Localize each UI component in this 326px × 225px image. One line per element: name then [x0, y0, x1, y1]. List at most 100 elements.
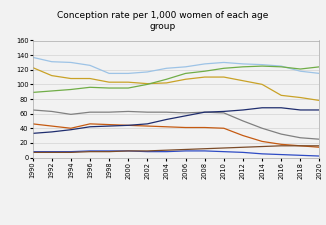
Under 20 — [50, 110, 54, 113]
25 to 29 — [279, 65, 283, 68]
20 to 24 — [298, 96, 302, 99]
Under 20 — [279, 133, 283, 135]
20 to 24 — [165, 81, 169, 84]
20 to 24 — [203, 76, 207, 79]
40 and over — [241, 146, 245, 149]
35 to 39 — [298, 109, 302, 111]
20 to 24 — [260, 83, 264, 86]
Under 20 — [203, 111, 207, 113]
40 and over — [165, 149, 169, 152]
Under 18 — [279, 143, 283, 146]
25 to 29 — [318, 72, 321, 75]
25 to 29 — [165, 67, 169, 70]
25 to 29 — [298, 70, 302, 72]
25 to 29 — [31, 56, 35, 59]
Under 18 — [69, 127, 73, 130]
25 to 29 — [126, 72, 130, 75]
Line: 30 to 34: 30 to 34 — [33, 66, 319, 92]
Under 16 — [107, 150, 111, 152]
Under 20 — [31, 109, 35, 111]
Line: Under 20: Under 20 — [33, 110, 319, 139]
35 to 39 — [107, 125, 111, 127]
Under 18 — [298, 144, 302, 147]
40 and over — [279, 144, 283, 147]
Under 16 — [126, 150, 130, 152]
Under 18 — [318, 146, 321, 149]
35 to 39 — [184, 115, 187, 117]
Under 18 — [260, 140, 264, 143]
Under 20 — [165, 111, 169, 113]
Under 16 — [241, 151, 245, 154]
Under 16 — [184, 150, 187, 152]
35 to 39 — [126, 124, 130, 127]
35 to 39 — [318, 109, 321, 111]
30 to 34 — [31, 91, 35, 94]
Under 16 — [203, 150, 207, 152]
Under 18 — [31, 122, 35, 125]
Under 18 — [241, 134, 245, 137]
20 to 24 — [107, 81, 111, 83]
Under 18 — [126, 124, 130, 127]
Under 20 — [318, 138, 321, 141]
Under 18 — [203, 126, 207, 129]
40 and over — [145, 150, 149, 152]
Under 16 — [318, 155, 321, 157]
20 to 24 — [145, 82, 149, 85]
Under 16 — [298, 154, 302, 157]
20 to 24 — [318, 99, 321, 102]
25 to 29 — [222, 61, 226, 64]
Under 20 — [260, 127, 264, 130]
30 to 34 — [126, 87, 130, 89]
25 to 29 — [260, 63, 264, 66]
30 to 34 — [260, 65, 264, 68]
Under 16 — [279, 153, 283, 156]
Line: Under 16: Under 16 — [33, 151, 319, 156]
25 to 29 — [184, 65, 187, 68]
20 to 24 — [50, 74, 54, 77]
Under 20 — [298, 136, 302, 139]
Under 16 — [145, 150, 149, 153]
40 and over — [69, 151, 73, 154]
40 and over — [298, 144, 302, 147]
Under 18 — [165, 126, 169, 128]
Under 20 — [88, 111, 92, 113]
25 to 29 — [88, 64, 92, 67]
Line: 40 and over: 40 and over — [33, 146, 319, 152]
40 and over — [203, 147, 207, 150]
35 to 39 — [88, 126, 92, 128]
25 to 29 — [203, 63, 207, 65]
Line: 25 to 29: 25 to 29 — [33, 57, 319, 73]
30 to 34 — [69, 88, 73, 91]
20 to 24 — [279, 94, 283, 97]
Under 16 — [69, 150, 73, 153]
20 to 24 — [126, 81, 130, 83]
35 to 39 — [165, 118, 169, 121]
Under 18 — [88, 122, 92, 125]
35 to 39 — [203, 111, 207, 113]
Under 16 — [165, 150, 169, 153]
25 to 29 — [145, 71, 149, 73]
35 to 39 — [260, 106, 264, 109]
40 and over — [107, 150, 111, 153]
Under 16 — [260, 153, 264, 155]
Under 16 — [50, 150, 54, 153]
Under 20 — [145, 111, 149, 113]
30 to 34 — [50, 90, 54, 92]
20 to 24 — [241, 79, 245, 82]
Line: 35 to 39: 35 to 39 — [33, 108, 319, 133]
20 to 24 — [69, 77, 73, 80]
30 to 34 — [298, 68, 302, 70]
Under 16 — [88, 150, 92, 152]
Under 20 — [241, 120, 245, 122]
20 to 24 — [184, 78, 187, 81]
40 and over — [222, 147, 226, 149]
30 to 34 — [203, 70, 207, 72]
30 to 34 — [222, 67, 226, 70]
40 and over — [50, 151, 54, 154]
40 and over — [260, 145, 264, 148]
Under 20 — [184, 112, 187, 114]
35 to 39 — [31, 132, 35, 135]
20 to 24 — [31, 66, 35, 69]
35 to 39 — [222, 110, 226, 113]
Under 18 — [145, 125, 149, 127]
